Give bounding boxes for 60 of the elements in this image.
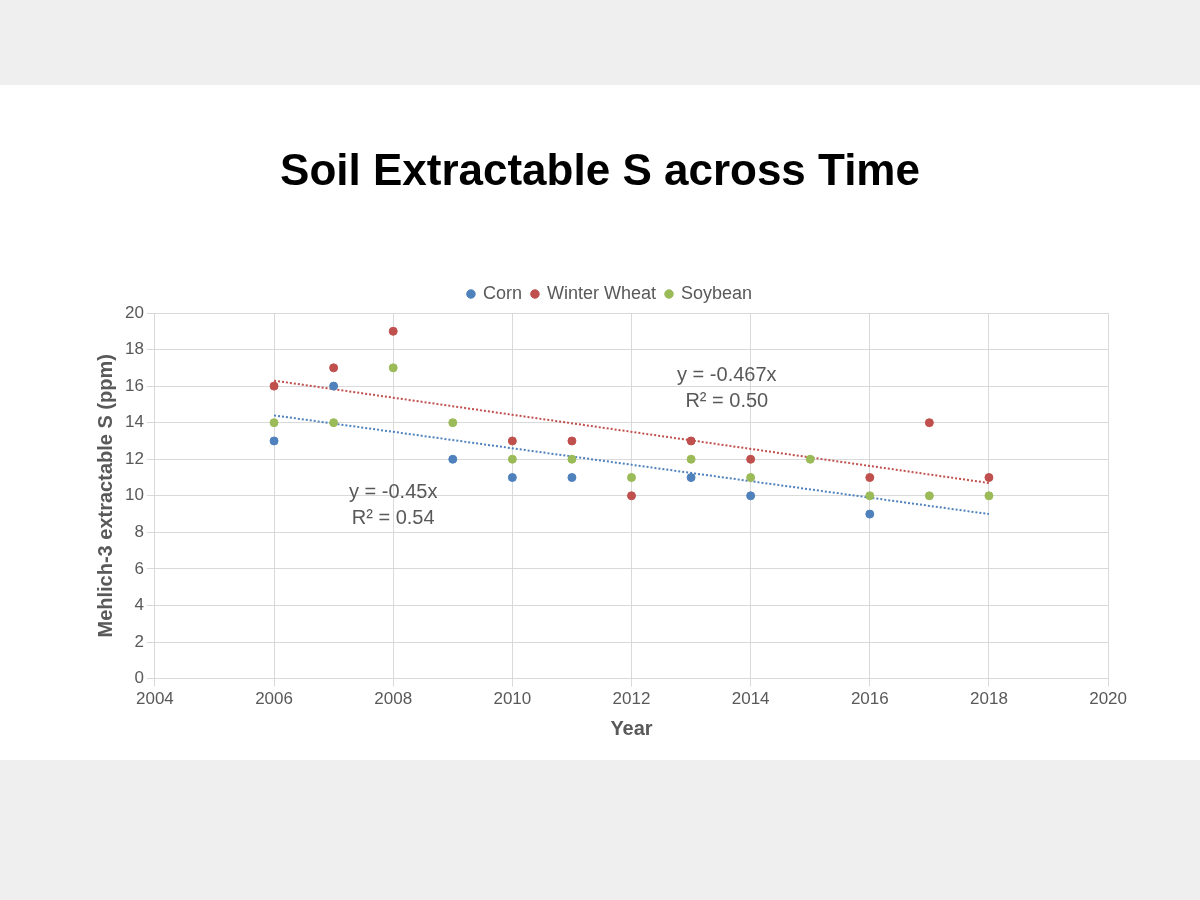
- annotation: y = -0.45x R² = 0.54: [349, 479, 438, 528]
- annotation: y = -0.467x R² = 0.50: [677, 362, 777, 411]
- x-tick-label: 2020: [1089, 689, 1127, 709]
- point: [746, 491, 756, 501]
- point: [448, 418, 458, 428]
- legend-label: Corn: [482, 282, 522, 303]
- x-tick-label: 2016: [850, 689, 889, 709]
- point: [388, 363, 398, 373]
- legend-label: Soybean: [680, 282, 753, 303]
- x-tick-label: 2012: [612, 689, 651, 709]
- chart-title: Soil Extractable S across Time: [279, 145, 921, 195]
- x-axis-title: Year: [610, 716, 653, 739]
- y-tick-label: 4: [134, 595, 144, 615]
- point: [448, 454, 458, 464]
- point: [329, 363, 339, 373]
- point: [507, 454, 517, 464]
- point: [984, 491, 994, 501]
- point: [627, 473, 636, 483]
- point: [924, 491, 934, 501]
- y-tick-label: 12: [124, 448, 144, 468]
- point: [388, 326, 398, 336]
- y-tick-label: 0: [134, 668, 144, 688]
- point: [567, 436, 577, 446]
- x-tick-label: 2004: [136, 689, 174, 709]
- y-tick-label: 20: [124, 302, 144, 322]
- point: [507, 473, 517, 483]
- y-tick-label: 2: [134, 631, 144, 651]
- y-axis-title: Mehlich-3 extractable S (ppm): [93, 354, 116, 638]
- point: [686, 454, 696, 464]
- point: [746, 473, 756, 483]
- y-tick-label: 18: [124, 339, 144, 359]
- point: [805, 454, 815, 464]
- x-tick-label: 2014: [731, 689, 770, 709]
- point: [329, 418, 339, 428]
- x-tick-label: 2008: [374, 689, 413, 709]
- x-tick-label: 2018: [970, 689, 1008, 709]
- point: [329, 381, 339, 391]
- x-tick-label: 2006: [255, 689, 293, 709]
- point: [269, 381, 279, 391]
- point: [686, 473, 696, 483]
- point: [507, 436, 517, 446]
- point: [269, 436, 279, 446]
- point: [567, 454, 577, 464]
- point: [984, 473, 994, 483]
- point: [567, 473, 577, 483]
- x-tick-label: 2010: [493, 689, 532, 709]
- legend-label: Winter Wheat: [546, 282, 656, 303]
- y-tick-label: 10: [124, 485, 144, 505]
- y-tick-label: 14: [124, 412, 144, 432]
- point: [865, 509, 875, 519]
- point: [746, 454, 756, 464]
- y-tick-label: 16: [124, 375, 144, 395]
- y-tick-label: 8: [134, 522, 144, 542]
- y-tick-label: 6: [134, 558, 144, 578]
- point: [627, 491, 636, 501]
- point: [865, 473, 875, 483]
- point: [865, 491, 875, 501]
- point: [924, 418, 934, 428]
- point: [686, 436, 696, 446]
- point: [269, 418, 279, 428]
